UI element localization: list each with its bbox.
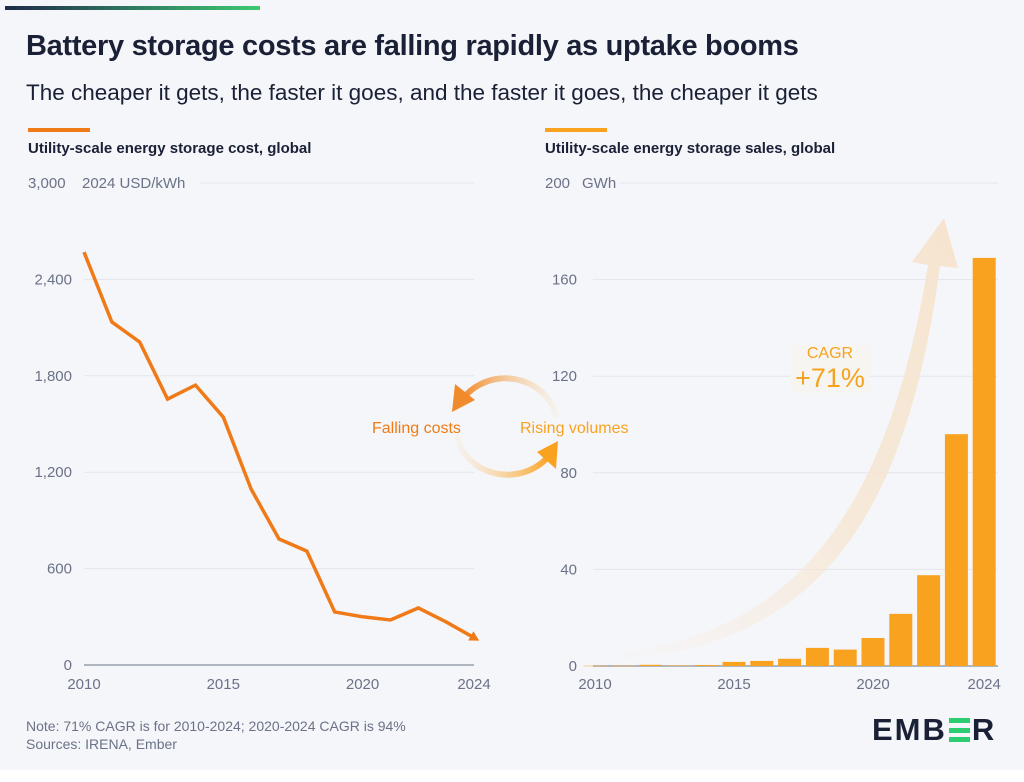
sales-bar [889,613,913,666]
cost-x-tick-label: 2020 [346,676,379,693]
rising-volumes-label: Rising volumes [520,420,629,437]
sales-bar [805,647,829,666]
page-subtitle: The cheaper it gets, the faster it goes,… [26,80,818,105]
sales-y-tick-label: 80 [560,465,577,482]
logo-text-prefix: EMB [872,712,947,747]
sales-bar [694,665,718,666]
sales-y-tick-label: 200 [545,175,570,192]
cagr-value: +71% [795,363,865,393]
cycle-arrows-icon [452,375,559,478]
cost-y-tick-label: 0 [64,657,72,674]
logo-e-bars-icon [948,718,970,742]
sales-bar [778,658,802,666]
falling-costs-label: Falling costs [372,420,461,437]
sales-y-tick-label: 120 [552,368,577,385]
cagr-note: Note: 71% CAGR is for 2010-2024; 2020-20… [26,718,406,734]
sales-panel-accent [545,128,607,132]
sources-note: Sources: IRENA, Ember [26,736,177,752]
sales-bar [861,637,885,666]
cost-x-tick-label: 2024 [457,676,490,693]
cagr-label: CAGR [806,345,854,362]
sales-bar [917,575,941,666]
footnote: Note: 71% CAGR is for 2010-2024; 2020-20… [26,717,406,753]
sales-bar [750,660,774,666]
page-title: Battery storage costs are falling rapidl… [26,30,799,62]
cost-y-tick-label: 1,200 [34,464,72,481]
sales-y-tick-label: 160 [552,272,577,289]
sales-x-tick-label: 2015 [717,676,750,693]
sales-bar [583,665,607,667]
cost-chart-title: Utility-scale energy storage cost, globa… [28,140,312,157]
cost-x-tick-label: 2015 [207,676,240,693]
sales-bar [611,665,635,667]
sales-bar [972,257,996,666]
cost-y-tick-label: 600 [47,561,72,578]
cost-line [82,251,475,640]
cost-y-tick-label: 1,800 [34,368,72,385]
growth-arrow-icon [600,218,958,662]
sales-bar [944,434,968,666]
cost-panel-accent [28,128,90,132]
sales-x-tick-label: 2020 [856,676,889,693]
cost-y-unit-label: 2024 USD/kWh [82,175,185,192]
sales-x-tick-label: 2010 [578,676,611,693]
ember-logo: EMB R [872,712,997,747]
sales-bar [666,665,690,667]
sales-chart-title: Utility-scale energy storage sales, glob… [545,140,836,157]
cost-y-tick-label: 2,400 [34,271,72,288]
logo-text-suffix: R [971,712,997,747]
sales-bar [722,661,746,666]
cost-line-arrowhead [468,631,480,641]
sales-x-tick-label: 2024 [968,676,1001,693]
sales-y-tick-label: 40 [560,561,577,578]
sales-bar [833,649,857,666]
cost-y-tick-label: 3,000 [28,175,66,192]
brand-top-bar [5,6,260,10]
sales-y-unit-label: GWh [582,175,616,192]
sales-y-tick-label: 0 [569,658,577,675]
cagr-annotation: CAGR +71% [790,345,870,393]
sales-bar [639,664,663,666]
cost-x-tick-label: 2010 [67,676,100,693]
